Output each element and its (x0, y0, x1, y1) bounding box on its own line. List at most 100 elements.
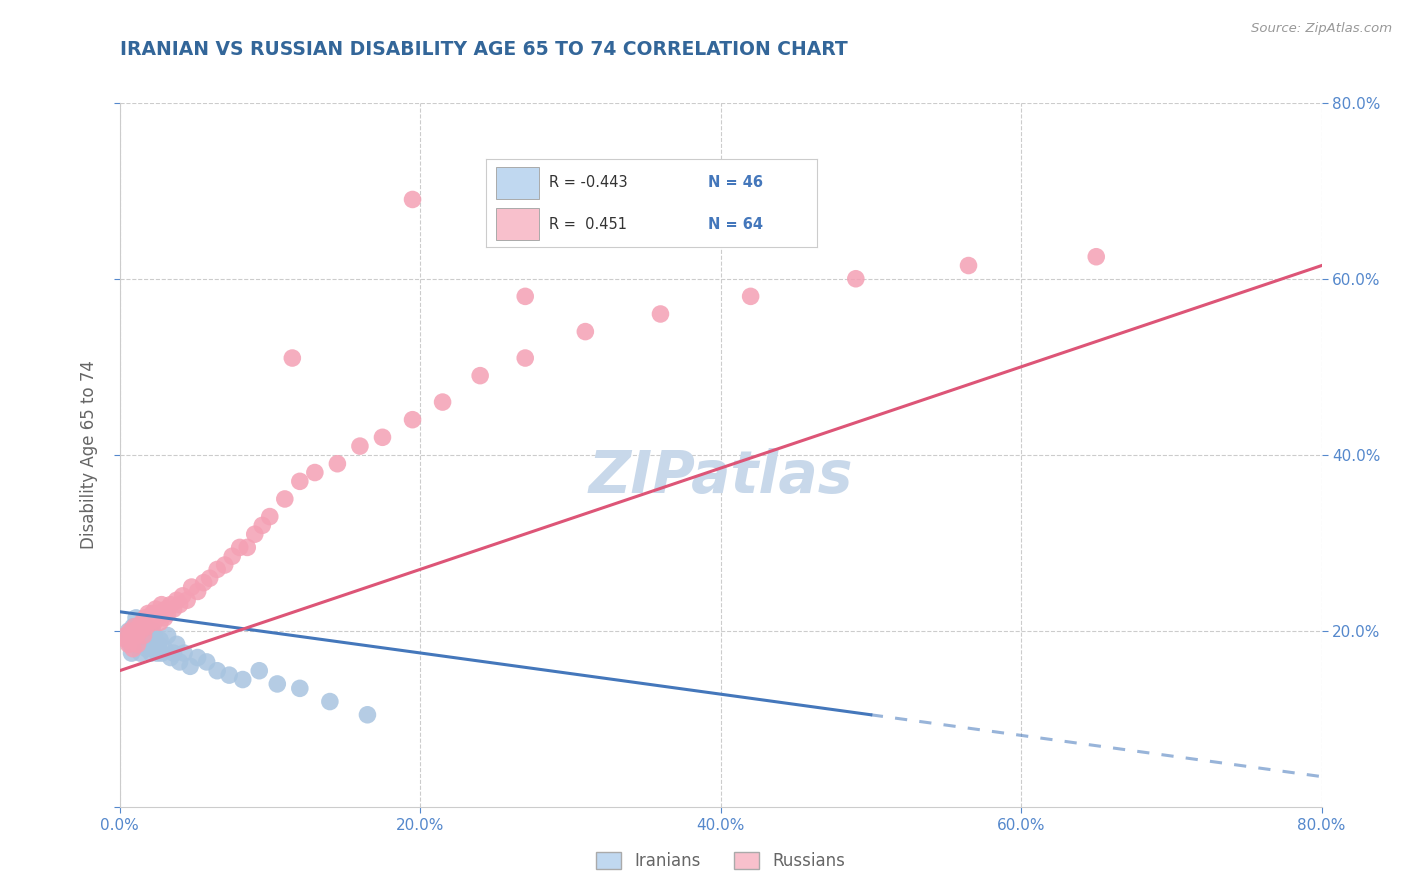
Point (135, 641, 157, 656)
Point (319, 694, 342, 708)
Point (145, 602, 167, 616)
Point (138, 637, 160, 651)
Point (142, 632, 165, 647)
Point (129, 646, 152, 660)
Point (195, 655, 218, 669)
Point (122, 641, 145, 656)
Point (148, 607, 170, 621)
Point (156, 607, 179, 621)
Point (124, 620, 146, 634)
Point (136, 624, 159, 639)
Point (142, 607, 165, 621)
Point (146, 611, 169, 625)
Point (152, 607, 174, 621)
Point (134, 611, 156, 625)
Point (129, 624, 152, 639)
Point (221, 549, 243, 564)
Text: ZIPatlas: ZIPatlas (588, 448, 853, 505)
Point (401, 193, 423, 207)
Legend: Iranians, Russians: Iranians, Russians (589, 845, 852, 877)
Point (193, 575, 215, 590)
Point (135, 620, 157, 634)
Point (156, 628, 179, 642)
Point (166, 637, 188, 651)
Point (187, 650, 209, 665)
Point (142, 624, 165, 639)
Point (131, 615, 153, 630)
Point (148, 637, 170, 651)
Point (139, 611, 162, 625)
Point (198, 571, 221, 585)
Point (179, 659, 201, 673)
Point (150, 646, 173, 660)
Point (957, 259, 980, 273)
Point (145, 641, 167, 656)
Point (131, 628, 153, 642)
Point (125, 611, 148, 625)
Point (132, 628, 155, 642)
Point (247, 664, 270, 678)
Point (252, 518, 274, 533)
Point (243, 527, 266, 541)
Point (236, 541, 259, 555)
Point (266, 677, 288, 691)
Point (128, 620, 150, 634)
Point (162, 602, 184, 616)
Point (115, 632, 138, 647)
Point (124, 624, 146, 639)
Point (173, 646, 195, 660)
Point (162, 646, 184, 660)
Point (139, 646, 162, 660)
Point (117, 637, 139, 651)
Point (288, 681, 311, 696)
Point (187, 584, 209, 599)
Point (166, 593, 188, 607)
Point (127, 637, 149, 651)
Point (288, 475, 311, 489)
Point (169, 655, 191, 669)
Point (153, 611, 176, 625)
Point (468, 368, 492, 383)
Point (121, 628, 143, 642)
Point (153, 641, 176, 656)
Point (740, 289, 762, 303)
Point (127, 620, 149, 634)
Point (574, 325, 596, 339)
Point (128, 637, 150, 651)
Point (150, 598, 173, 612)
Point (115, 628, 138, 642)
Point (205, 664, 228, 678)
Point (515, 351, 537, 365)
Point (121, 646, 143, 660)
Y-axis label: Disability Age 65 to 74: Disability Age 65 to 74 (80, 360, 98, 549)
Point (180, 580, 202, 594)
Point (132, 637, 155, 651)
Point (149, 615, 172, 630)
Point (159, 598, 181, 612)
Point (218, 668, 240, 682)
Point (281, 351, 304, 365)
Point (401, 412, 423, 427)
Point (274, 491, 297, 506)
Point (205, 562, 228, 576)
Point (134, 620, 156, 634)
Point (127, 624, 149, 639)
Point (149, 632, 172, 647)
Point (172, 589, 194, 603)
Text: IRANIAN VS RUSSIAN DISABILITY AGE 65 TO 74 CORRELATION CHART: IRANIAN VS RUSSIAN DISABILITY AGE 65 TO … (120, 40, 848, 59)
Point (349, 439, 371, 453)
Point (131, 624, 153, 639)
Point (228, 541, 252, 555)
Point (232, 673, 254, 687)
Point (169, 598, 191, 612)
Point (304, 466, 326, 480)
Point (117, 624, 139, 639)
Point (432, 395, 454, 409)
Point (259, 509, 281, 524)
Point (146, 646, 169, 660)
Point (650, 307, 672, 321)
Point (124, 632, 146, 647)
Point (1085, 250, 1108, 264)
Point (371, 430, 394, 444)
Point (845, 272, 868, 286)
